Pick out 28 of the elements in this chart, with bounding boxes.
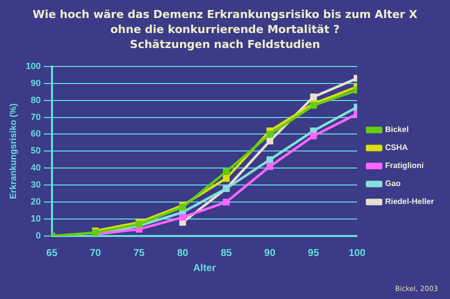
x-tick-label: 85 (220, 248, 232, 259)
y-tick-label: 60 (30, 128, 41, 139)
y-tick-label: 50 (30, 146, 41, 156)
x-tick-label: 90 (264, 248, 276, 259)
chart-subtitle: ohne die konkurrierende Mortalität ? Schätzungen nach Feldstudien (109, 22, 341, 52)
y-axis-title: Erkrankungsrisiko (%) (8, 103, 18, 199)
y-tick-label: 90 (30, 78, 41, 88)
y-tick-label: 30 (30, 180, 41, 190)
y-tick-label: 40 (30, 162, 41, 173)
y-tick-label: 70 (30, 112, 41, 122)
legend-label: Fratiglioni (385, 161, 424, 170)
x-tick-label: 75 (133, 248, 146, 259)
x-tick-label: 80 (177, 248, 189, 259)
legend-label: Riedel-Heller (385, 197, 434, 206)
legend-label: Gao (385, 179, 401, 188)
x-axis-title: Alter (193, 262, 216, 274)
legend-label: CSHA (385, 143, 408, 152)
y-tick-label: 100 (26, 60, 41, 71)
x-tick-label: 70 (90, 248, 102, 259)
x-tick-label: 95 (308, 248, 320, 259)
legend-label: Bickel (385, 125, 409, 134)
y-tick-label: 80 (30, 94, 41, 105)
y-tick-label: 10 (30, 214, 41, 224)
x-tick-label: 100 (348, 248, 366, 259)
chart-title: Wie hoch wäre das Demenz Erkrankungsrisiko bis zum Alter X (32, 7, 418, 22)
y-tick-label: 20 (30, 196, 41, 207)
y-tick-label: 0 (36, 230, 41, 240)
x-tick-label: 65 (46, 248, 58, 259)
